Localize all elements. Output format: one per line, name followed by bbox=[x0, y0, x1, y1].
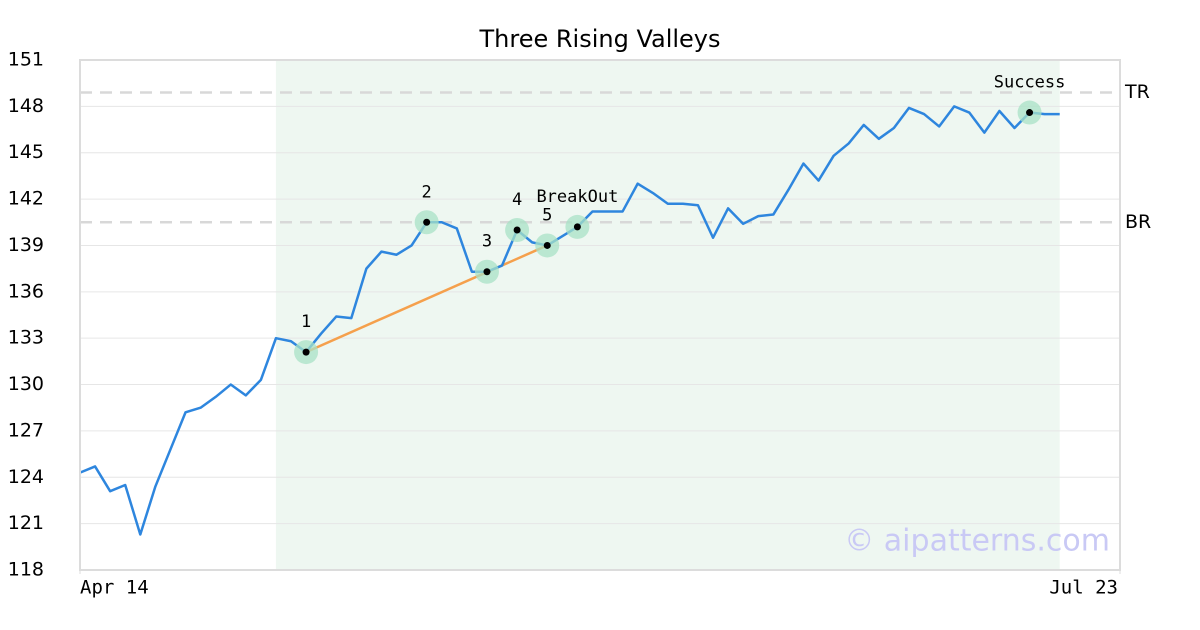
annotation-label: 2 bbox=[422, 182, 432, 202]
y-tick-label: 118 bbox=[8, 559, 44, 581]
y-tick-label: 151 bbox=[8, 49, 44, 71]
trendline bbox=[305, 244, 548, 354]
x-tick-label: Apr 14 bbox=[80, 577, 149, 599]
chart-title: Three Rising Valleys bbox=[478, 25, 720, 53]
y-tick-label: 136 bbox=[8, 280, 44, 302]
watermark: © aipatterns.com bbox=[844, 524, 1110, 559]
y-tick-label: 139 bbox=[8, 234, 44, 256]
y-tick-label: 145 bbox=[8, 141, 44, 163]
point-dot bbox=[483, 268, 491, 276]
point-dot bbox=[513, 226, 521, 234]
point-dot bbox=[573, 223, 581, 231]
reference-label: TR bbox=[1124, 81, 1150, 103]
point-dot bbox=[543, 241, 551, 249]
y-tick-label: 148 bbox=[8, 95, 44, 117]
reference-label: BR bbox=[1125, 211, 1151, 233]
annotation-label: 3 bbox=[482, 232, 492, 252]
annotation-label: 5 bbox=[542, 205, 552, 225]
point-dot bbox=[302, 348, 310, 356]
highlight-region bbox=[275, 60, 1060, 570]
y-tick-label: 133 bbox=[8, 327, 44, 349]
plot-frame bbox=[79, 59, 1121, 571]
point-dot bbox=[423, 218, 431, 226]
y-tick-label: 127 bbox=[8, 419, 44, 441]
y-tick-label: 121 bbox=[8, 512, 44, 534]
annotation-label: BreakOut bbox=[536, 187, 618, 207]
y-tick-label: 142 bbox=[8, 188, 44, 210]
annotation-label: Success bbox=[994, 73, 1066, 93]
y-tick-label: 124 bbox=[8, 466, 44, 488]
point-dot bbox=[1026, 109, 1034, 117]
x-tick-label: Jul 23 bbox=[1049, 577, 1118, 599]
annotation-label: 4 bbox=[512, 190, 522, 210]
y-tick-label: 130 bbox=[8, 373, 44, 395]
annotation-label: 1 bbox=[301, 312, 311, 332]
